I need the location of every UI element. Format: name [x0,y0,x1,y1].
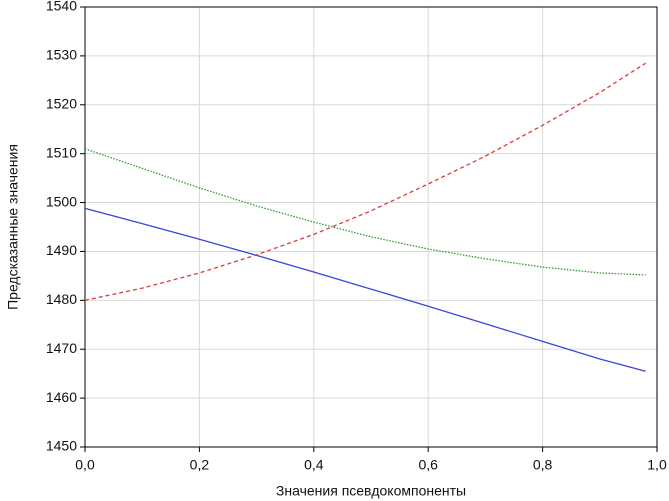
line-series [84,148,646,276]
x-tick-label: 0,6 [418,457,438,473]
y-tick-label: 1470 [46,340,77,356]
y-tick-label: 1480 [46,291,77,307]
x-tick-label: 0,0 [75,457,95,473]
y-tick-label: 1490 [46,242,77,258]
y-tick-label: 1500 [46,193,77,209]
y-tick-label: 1460 [46,389,77,405]
x-axis-label: Значения псевдокомпоненты [276,483,466,499]
line-series [84,62,646,301]
x-tick-label: 1,0 [647,457,667,473]
x-tick-label: 0,4 [304,457,324,473]
plot-frame [84,6,658,448]
line-series [84,207,646,372]
y-tick-label: 1540 [46,0,77,14]
y-tick-label: 1450 [46,438,77,454]
x-tick-label: 0,2 [190,457,210,473]
y-tick-label: 1530 [46,47,77,63]
y-axis-label: Предсказанные значения [5,144,21,310]
y-tick-label: 1510 [46,144,77,160]
x-tick-label: 0,8 [533,457,553,473]
y-tick-label: 1520 [46,95,77,111]
